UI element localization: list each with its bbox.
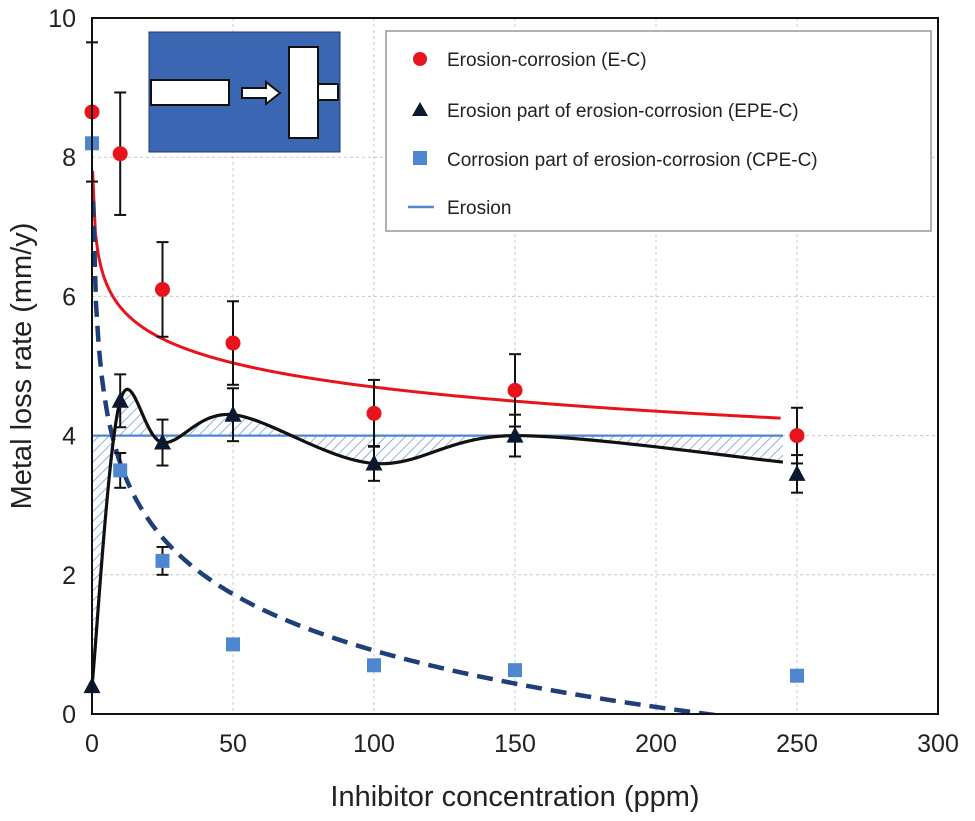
x-tick-label: 50 (219, 730, 247, 758)
y-tick-label: 6 (62, 283, 76, 311)
y-tick-label: 10 (48, 5, 76, 33)
hatch-area (92, 389, 783, 687)
cpe-marker (790, 668, 804, 683)
cpe-marker (113, 463, 128, 478)
ec-marker (507, 382, 523, 398)
cpe-marker (226, 637, 240, 652)
legend-marker-triangle (412, 102, 428, 116)
arrow-right-icon (241, 79, 282, 107)
ec-marker (366, 405, 382, 421)
legend: Erosion-corrosion (E-C) Erosion part of … (385, 30, 932, 232)
cpe-marker (367, 658, 381, 673)
legend-marker-circle (413, 52, 427, 66)
x-tick-label: 0 (85, 730, 99, 758)
ec-marker (225, 335, 241, 351)
x-tick-label: 200 (635, 730, 677, 758)
inset-schematic (148, 31, 341, 153)
tick-labels: 0 50 100 150 200 250 300 0 2 4 6 8 10 (48, 5, 959, 758)
x-axis-title: Inhibitor concentration (ppm) (330, 781, 699, 813)
ec-trend-line (92, 170, 781, 420)
epe-marker (154, 433, 171, 450)
legend-label: Corrosion part of erosion-corrosion (CPE… (447, 150, 818, 171)
x-tick-label: 300 (917, 730, 959, 758)
y-axis-title: Metal loss rate (mm/y) (6, 223, 38, 510)
ec-marker (155, 281, 170, 297)
ec-marker (112, 146, 128, 162)
hatch-region (92, 389, 783, 687)
data-markers (83, 104, 806, 694)
epe-marker (111, 391, 129, 408)
y-tick-label: 0 (62, 701, 76, 729)
plot-border (91, 17, 939, 715)
cpe-trend-line (92, 200, 725, 714)
cpe-marker (155, 553, 170, 568)
specimen-icon (288, 46, 319, 139)
x-tick-label: 100 (353, 730, 395, 758)
epe-marker (506, 426, 524, 443)
epe-marker (788, 464, 806, 481)
ec-marker (789, 428, 805, 444)
y-tick-label: 8 (62, 144, 76, 172)
legend-label: Erosion part of erosion-corrosion (EPE-C… (447, 101, 799, 122)
y-tick-label: 4 (62, 423, 76, 451)
epe-marker (365, 454, 383, 471)
x-tick-label: 250 (776, 730, 818, 758)
y-tick-label: 2 (62, 562, 76, 590)
nozzle-icon (150, 79, 230, 106)
legend-marker-square (413, 151, 427, 165)
x-tick-label: 150 (494, 730, 536, 758)
legend-label: Erosion-corrosion (E-C) (447, 50, 647, 71)
holder-icon (317, 83, 339, 101)
legend-label: Erosion (447, 198, 511, 219)
legend-box (385, 30, 932, 232)
cpe-marker (508, 663, 522, 678)
epe-marker (224, 405, 242, 422)
